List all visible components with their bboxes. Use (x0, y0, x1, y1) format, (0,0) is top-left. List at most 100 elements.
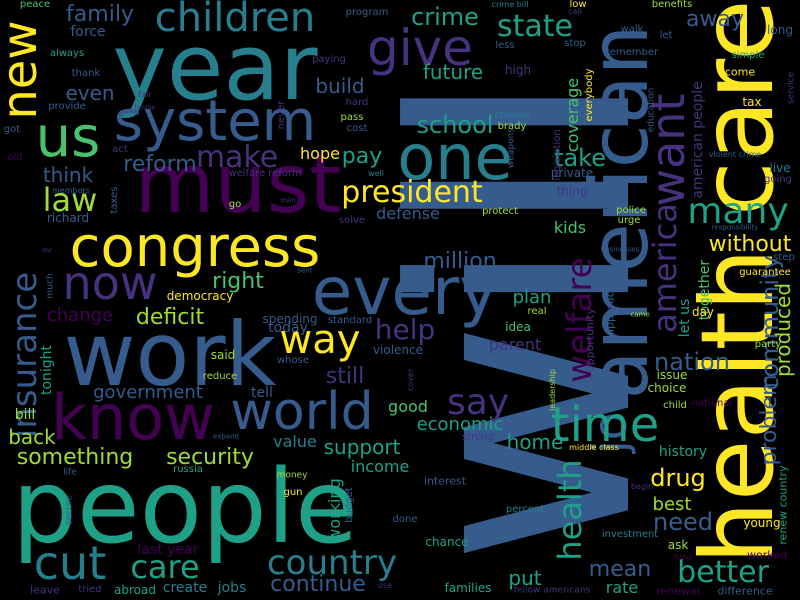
word-history: history (658, 444, 708, 460)
word-national: national (691, 398, 733, 409)
word-came: came (630, 310, 650, 319)
word-still: still (325, 364, 365, 389)
word-family: family (66, 2, 134, 27)
word-even: even (65, 81, 115, 105)
word-man: man (280, 196, 296, 205)
word-deficit: deficit (135, 305, 205, 330)
word-defense: defense (376, 204, 440, 223)
word-best: best (652, 494, 692, 515)
word-use: use (377, 581, 393, 590)
word-gun: gun (283, 487, 303, 498)
word-tried: tried (78, 584, 102, 595)
word-build: build (315, 74, 365, 98)
word-today: today (268, 320, 308, 336)
word-many: many (687, 191, 789, 232)
word-help: help (374, 313, 436, 346)
word-families: families (444, 581, 492, 595)
word-let-us: let us (677, 298, 693, 338)
word-congress: congress (69, 215, 321, 280)
word-guarantee: guarantee (739, 267, 791, 278)
word-american-people: american people (690, 81, 706, 199)
word-begin: begin (630, 482, 654, 491)
word-take: take (554, 144, 606, 172)
word-approach: approach (603, 284, 617, 336)
word-school: school (416, 111, 494, 139)
word-low: low (569, 0, 587, 10)
word-world: world (230, 382, 374, 442)
word-sent: sent (297, 266, 313, 275)
word-country: country (266, 543, 398, 583)
word-support: support (323, 435, 401, 459)
word-last-year: last year (137, 542, 199, 558)
word-benefits: benefits (651, 0, 693, 10)
word-strong: strong (462, 432, 494, 443)
word-make: make (195, 140, 279, 175)
word-money: money (276, 470, 308, 481)
word-legislation: legislation (552, 129, 563, 181)
word-businesses: businesses (600, 245, 640, 254)
word-year: year (112, 14, 318, 121)
word-remember: remember (605, 47, 659, 58)
word-less: less (495, 40, 515, 51)
word-problem: problem (757, 374, 782, 466)
word-president: president (341, 175, 483, 210)
word-parent: parent (488, 335, 542, 354)
word-must: must (134, 137, 342, 232)
word-live: live (769, 161, 791, 175)
word-responsibility: responsibility (711, 223, 759, 232)
word-future: future (422, 60, 484, 84)
word-every: every (311, 253, 499, 330)
word-children: children (154, 0, 316, 41)
word-walk: walk (620, 24, 644, 35)
word-democracy: democracy (166, 289, 234, 303)
word-budget: budget (344, 487, 355, 523)
word-interest: interest (423, 474, 467, 488)
word-expand: expand (213, 432, 239, 441)
word-percent: percent (505, 504, 545, 515)
word-tell: tell (251, 385, 273, 401)
word-jobs: jobs (217, 580, 247, 596)
word-law: law (42, 181, 98, 219)
word-crime-bill: crime bill (491, 0, 529, 9)
word-economic: economic (416, 414, 504, 435)
word-way: way (279, 317, 361, 363)
word-leadership: leadership (548, 369, 557, 411)
word-drug: drug (650, 464, 706, 492)
word-ask: ask (667, 538, 689, 552)
word-program: program (345, 7, 389, 18)
word-abroad: abroad (114, 583, 156, 597)
word-peace: peace (19, 0, 51, 10)
word-mean: mean (588, 557, 652, 582)
word-know: know (51, 381, 215, 454)
word-violent-crime: violent crime (708, 150, 762, 159)
word-let: let (659, 30, 673, 41)
word-whose: whose (277, 355, 309, 366)
word-thing: thing (556, 184, 588, 198)
word-say: say (446, 382, 510, 423)
word-state: state (497, 9, 573, 44)
word-long: long (767, 23, 793, 37)
word-violence: violence (372, 343, 424, 357)
word-come: come (724, 65, 756, 79)
word-young: young (743, 516, 781, 530)
word-right: right (212, 269, 264, 294)
word-security: security (166, 445, 254, 470)
word-work: work (63, 303, 277, 406)
word-welfare-reform: welfare reform (228, 168, 302, 179)
word-day: day (691, 305, 715, 319)
word-produced: produced (771, 282, 795, 378)
word-million: million (423, 249, 497, 274)
word-people: people (12, 448, 358, 567)
word-russia: russia (173, 464, 203, 475)
word-force: force (70, 24, 106, 40)
word-better: better (677, 555, 769, 590)
word-stop: stop (564, 38, 586, 49)
word-urge: urge (617, 215, 641, 226)
word-going: going (764, 174, 792, 185)
word-renew-country: renew country (776, 465, 790, 545)
word-us: us (35, 105, 101, 170)
word-opportunity: opportunity (583, 307, 597, 373)
word-something: something (16, 445, 134, 470)
word-life: life (63, 467, 77, 478)
word-pay: pay (341, 144, 383, 169)
